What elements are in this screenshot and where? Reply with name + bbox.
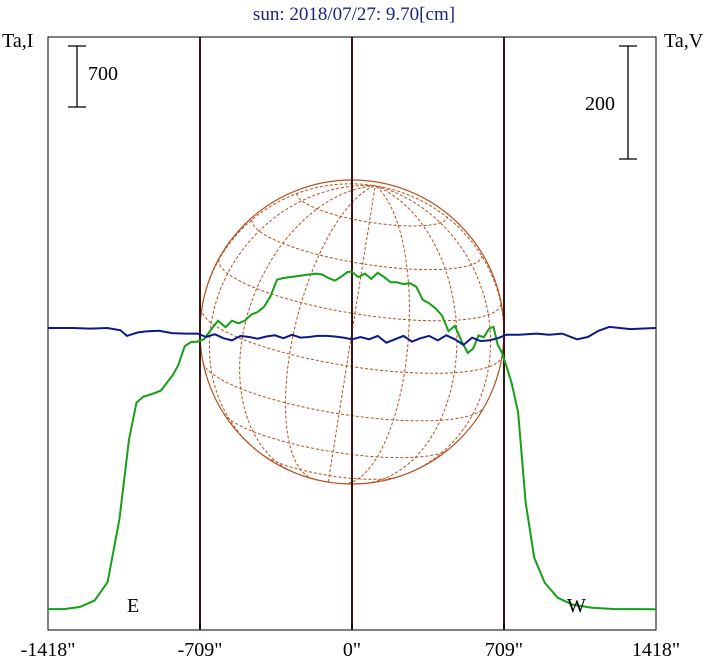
x-tick-label: 0" xyxy=(343,639,361,661)
intensity-curve xyxy=(47,270,657,611)
x-tick-label: -1418" xyxy=(21,639,76,661)
left-axis-label: Ta,I xyxy=(2,30,34,52)
longitude-line xyxy=(201,183,376,309)
right-scale-bar xyxy=(619,45,637,160)
latitude-line xyxy=(296,193,448,227)
latitude-line xyxy=(202,362,485,422)
polarization-curve xyxy=(48,325,657,347)
longitude-line xyxy=(239,185,376,472)
x-tick-label: 709" xyxy=(485,639,523,661)
west-marker: W xyxy=(567,595,586,617)
longitude-line xyxy=(284,185,376,480)
left-scale-bar xyxy=(68,45,86,108)
longitude-line xyxy=(367,185,458,484)
left-scale-bar-label: 700 xyxy=(88,63,118,85)
right-axis-label: Ta,V xyxy=(664,30,704,52)
east-marker: E xyxy=(127,595,139,617)
longitude-line xyxy=(327,185,376,483)
longitude-line xyxy=(375,185,492,475)
chart-title: sun: 2018/07/27: 9.70[cm] xyxy=(252,4,456,25)
longitude-line xyxy=(208,184,376,451)
longitude-line xyxy=(343,185,410,485)
x-tick-label: -709" xyxy=(178,639,223,661)
latitude-line xyxy=(218,259,502,322)
right-scale-bar-label: 200 xyxy=(585,93,615,115)
x-axis: -1418" -709" 0" 709" 1418" xyxy=(21,624,680,661)
x-tick-label: 1418" xyxy=(632,639,680,661)
latitude-line xyxy=(251,219,483,271)
longitude-line xyxy=(375,185,505,356)
